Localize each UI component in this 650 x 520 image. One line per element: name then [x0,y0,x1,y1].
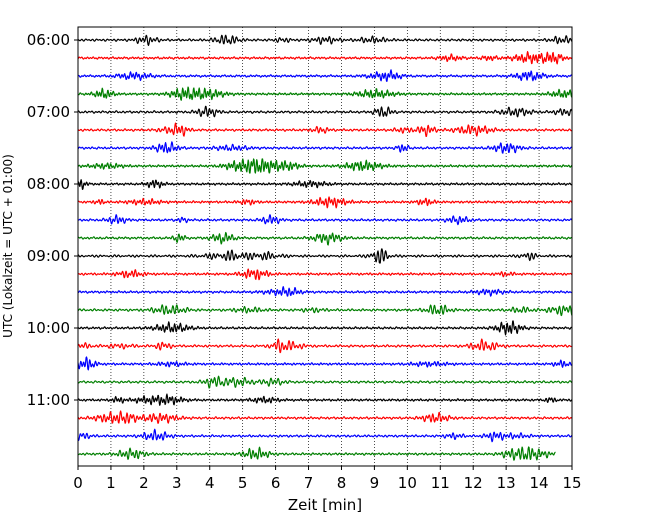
trace-line [77,304,573,317]
y-tick-label: 11:00 [27,391,70,409]
trace-line [77,268,573,281]
y-tick-label: 06:00 [27,31,70,49]
trace-line [77,375,573,389]
x-tick-label: 13 [497,474,516,492]
trace-line [77,196,573,209]
x-tick-label: 1 [106,474,116,492]
trace-line [77,338,573,354]
x-axis-title: Zeit [min] [288,496,362,514]
y-tick-label: 10:00 [27,319,70,337]
x-tick-label: 6 [271,474,281,492]
trace-line [77,446,556,461]
plot-frame [77,26,573,467]
y-axis: 06:00 07:00 08:00 09:00 10:00 11:00 [27,31,78,409]
seismic-traces [77,34,573,461]
trace-line [77,214,573,226]
x-tick-label: 11 [431,474,450,492]
trace-line [77,51,573,65]
x-tick-label: 9 [370,474,380,492]
trace-line [77,141,573,154]
trace-line [77,320,573,336]
trace-line [77,231,573,246]
trace-line [77,410,573,424]
plot-area [78,27,572,466]
x-tick-label: 3 [172,474,182,492]
y-tick-label: 07:00 [27,103,70,121]
trace-line [77,179,573,190]
x-axis: 0 1 2 3 4 5 6 7 8 9 10 11 12 13 14 15 [73,466,582,492]
x-tick-label: 2 [139,474,149,492]
trace-line [77,69,573,82]
x-tick-label: 0 [73,474,83,492]
x-tick-label: 12 [464,474,483,492]
trace-line [77,286,573,297]
x-tick-label: 4 [205,474,215,492]
x-tick-label: 14 [530,474,549,492]
x-tick-label: 7 [304,474,314,492]
trace-line [77,248,573,264]
trace-line [77,86,573,101]
x-tick-label: 8 [337,474,347,492]
trace-line [77,158,573,174]
trace-line [77,356,573,371]
trace-line [77,34,573,46]
grid-lines [110,27,540,466]
trace-line [77,122,573,138]
y-tick-label: 09:00 [27,247,70,265]
x-tick-label: 5 [238,474,248,492]
x-tick-label: 10 [398,474,417,492]
y-tick-label: 08:00 [27,175,70,193]
trace-line [77,428,573,443]
y-axis-title: UTC (Lokalzeit = UTC + 01:00) [1,154,15,338]
trace-line [77,105,573,118]
x-tick-label: 15 [562,474,581,492]
trace-line [77,393,573,406]
